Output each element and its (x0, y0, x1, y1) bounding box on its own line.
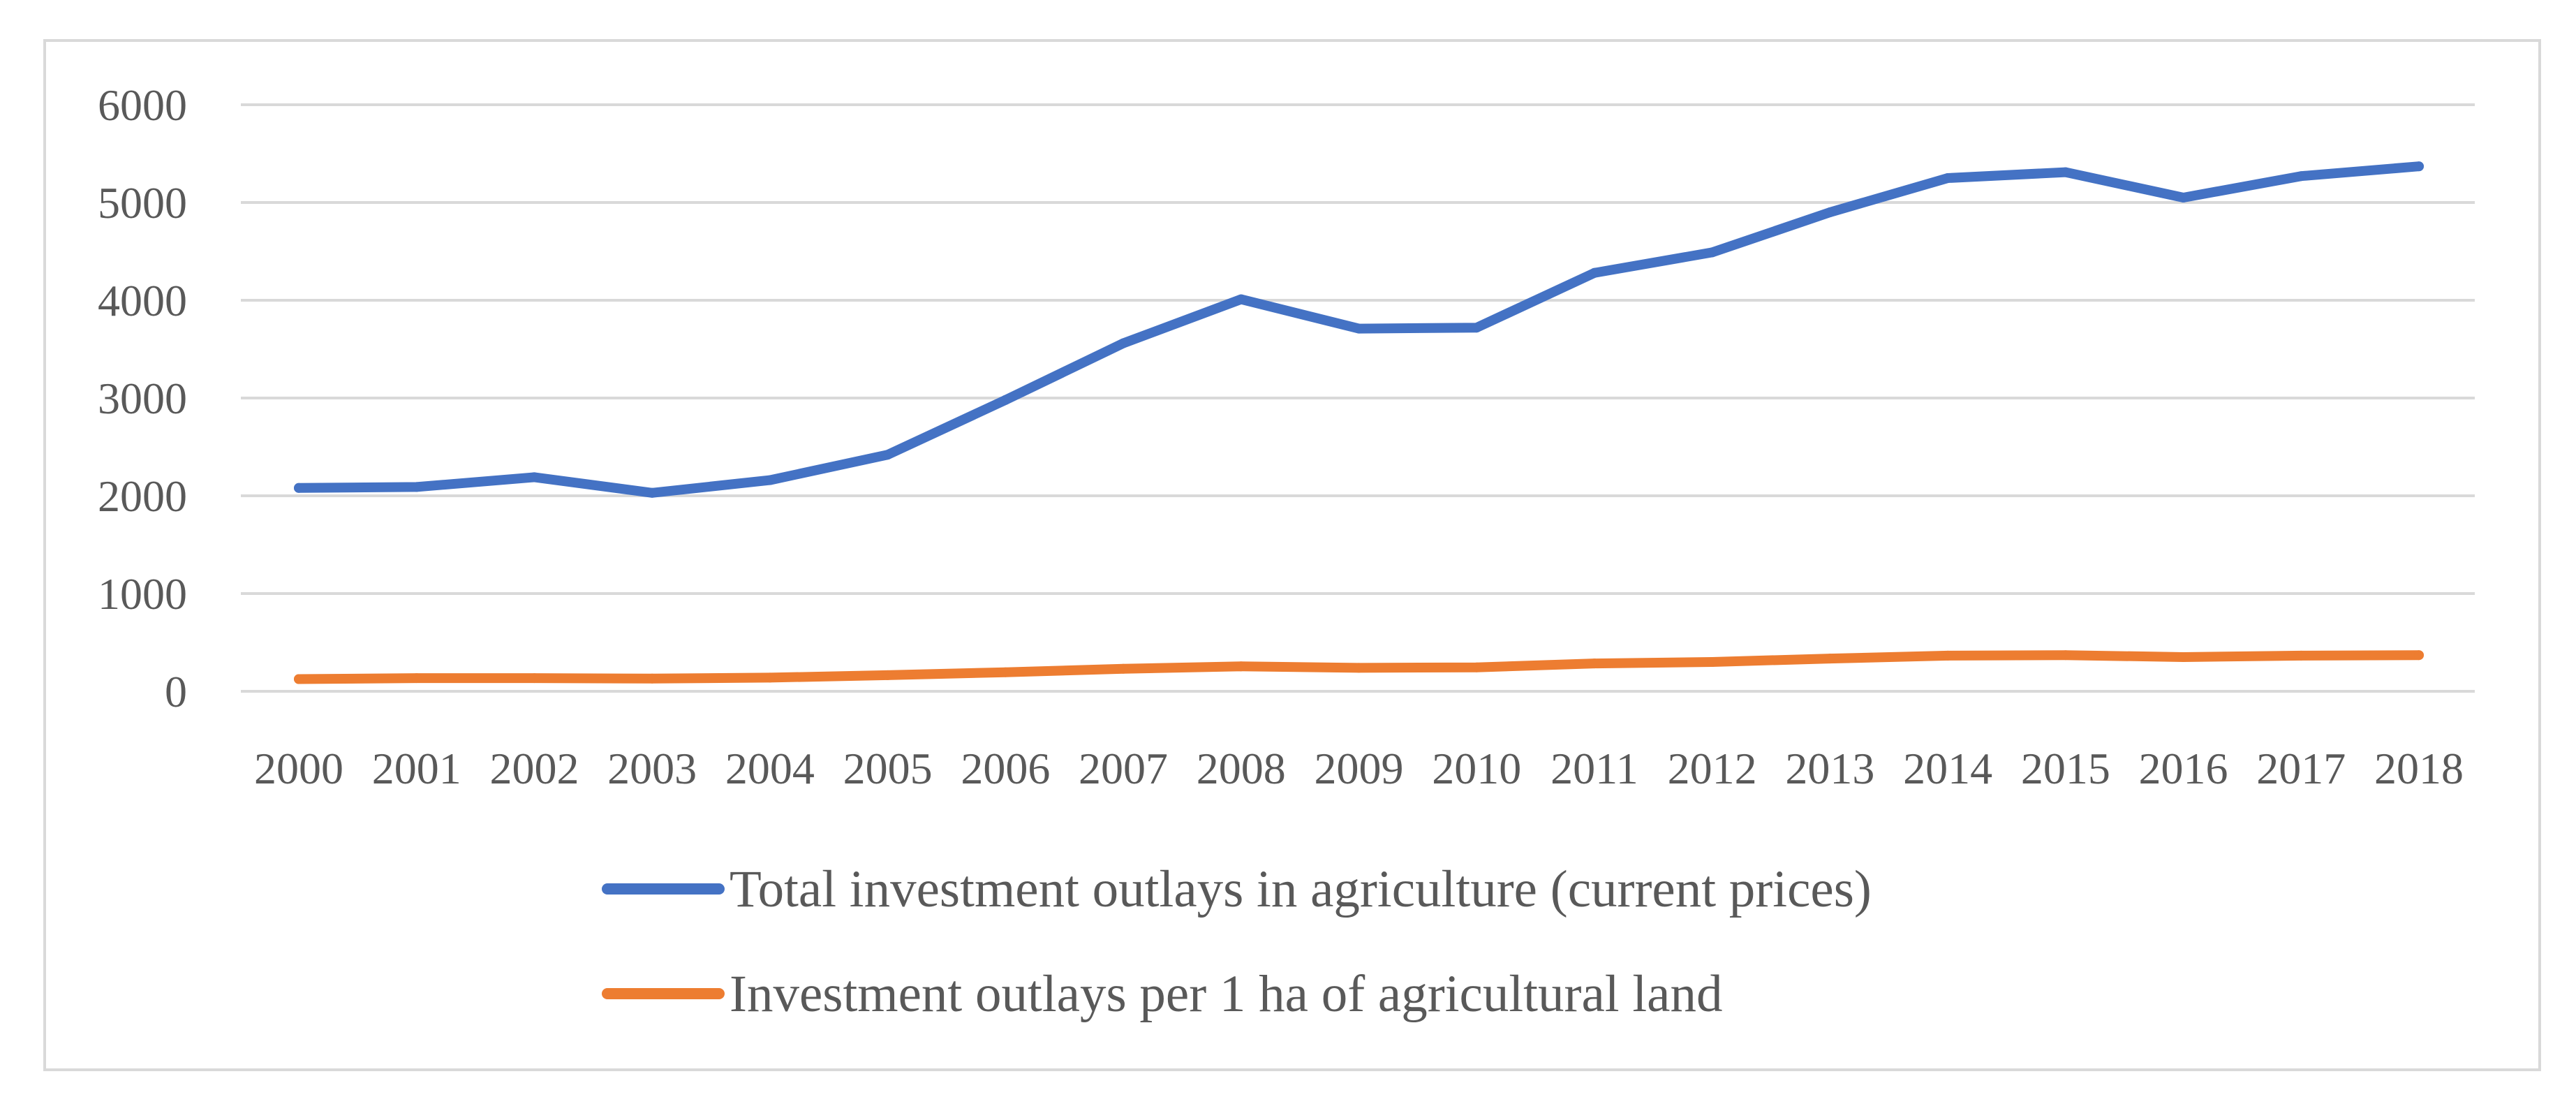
data-point (1825, 654, 1835, 664)
data-point (1825, 207, 1835, 217)
chart-frame (43, 39, 2541, 1071)
x-tick-label: 2004 (725, 744, 815, 793)
y-tick-label: 1000 (98, 569, 187, 619)
data-point (647, 673, 658, 684)
data-point (764, 672, 775, 683)
series-lines (294, 161, 2424, 684)
x-tick-label: 2011 (1550, 744, 1638, 793)
x-tick-label: 2008 (1197, 744, 1286, 793)
x-tick-label: 2012 (1668, 744, 1757, 793)
data-point (1236, 294, 1246, 304)
data-point (1589, 267, 1599, 278)
y-axis: 0 1000 2000 3000 4000 5000 6000 (98, 80, 187, 716)
x-tick-label: 2018 (2374, 744, 2464, 793)
data-point (1354, 663, 1364, 673)
y-tick-label: 2000 (98, 471, 187, 521)
data-point (882, 450, 893, 460)
data-point (294, 483, 304, 493)
x-tick-label: 2000 (254, 744, 343, 793)
y-tick-label: 0 (165, 667, 187, 716)
y-tick-label: 6000 (98, 80, 187, 130)
data-point (1943, 650, 1953, 661)
data-point (1589, 658, 1599, 669)
legend-label: Total investment outlays in agriculture … (730, 860, 1872, 918)
x-tick-label: 2001 (372, 744, 461, 793)
data-point (1236, 661, 1246, 672)
data-point (2414, 650, 2424, 661)
data-point (1472, 662, 1482, 672)
data-point (1943, 173, 1953, 183)
data-point (411, 482, 422, 492)
data-point (2296, 171, 2307, 182)
x-tick-label: 2013 (1785, 744, 1874, 793)
y-tick-label: 3000 (98, 374, 187, 423)
legend-label: Investment outlays per 1 ha of agricultu… (730, 965, 1722, 1023)
x-tick-label: 2005 (843, 744, 933, 793)
data-point (1707, 657, 1717, 667)
data-point (2060, 167, 2071, 177)
x-tick-label: 2006 (961, 744, 1050, 793)
data-point (2060, 650, 2071, 661)
data-point (1472, 323, 1482, 333)
legend: Total investment outlays in agriculture … (602, 860, 1872, 1023)
data-point (882, 670, 893, 680)
data-point (2414, 161, 2424, 172)
data-point (1707, 247, 1717, 258)
x-tick-label: 2017 (2256, 744, 2346, 793)
x-tick-label: 2002 (489, 744, 579, 793)
x-tick-label: 2003 (607, 744, 697, 793)
x-axis: 2000 2001 2002 2003 2004 2005 2006 2007 2008 2009… (254, 744, 2464, 793)
y-tick-label: 5000 (98, 178, 187, 228)
data-point (1118, 338, 1129, 348)
data-point (411, 673, 422, 684)
x-tick-label: 2014 (1903, 744, 1992, 793)
data-point (647, 487, 658, 498)
y-tick-label: 4000 (98, 276, 187, 325)
data-point (1000, 395, 1011, 405)
data-point (1354, 323, 1364, 334)
x-tick-label: 2016 (2139, 744, 2228, 793)
data-point (1000, 667, 1011, 677)
x-tick-label: 2007 (1079, 744, 1168, 793)
data-point (764, 475, 775, 485)
data-point (529, 472, 540, 483)
data-point (2178, 193, 2189, 203)
data-point (2178, 652, 2189, 662)
data-point (1118, 663, 1129, 674)
gridlines (241, 103, 2475, 693)
data-point (2296, 650, 2307, 661)
data-point (529, 673, 540, 684)
x-tick-label: 2010 (1432, 744, 1521, 793)
x-tick-label: 2009 (1315, 744, 1404, 793)
x-tick-label: 2015 (2021, 744, 2110, 793)
data-point (294, 674, 304, 684)
